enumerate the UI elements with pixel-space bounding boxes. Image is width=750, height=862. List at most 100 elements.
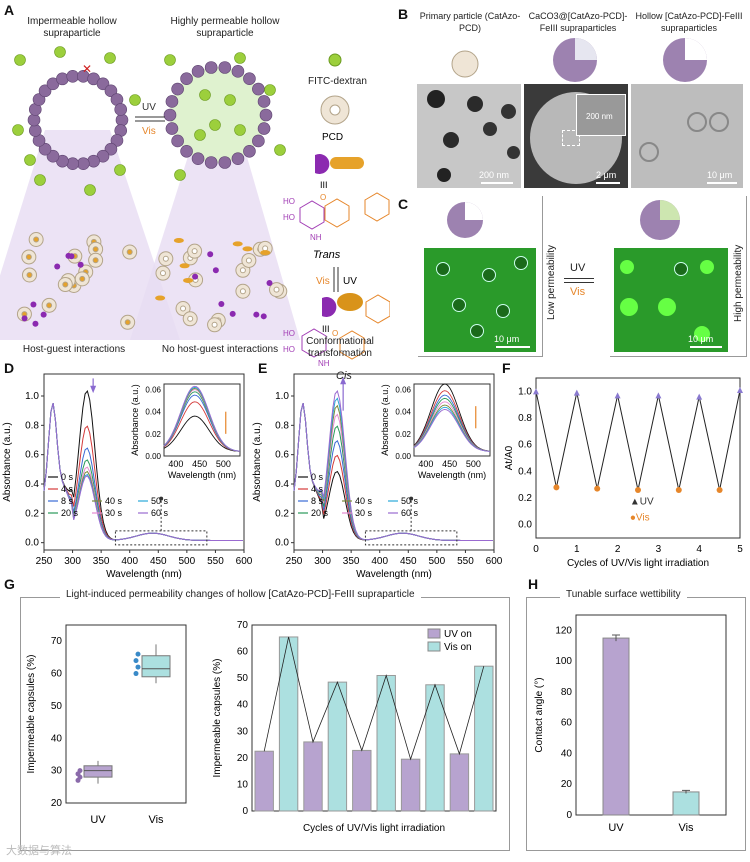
purple-bead	[218, 156, 232, 169]
azo-unit	[155, 295, 166, 301]
azo-unit	[173, 238, 184, 244]
fitc-label: FITC-dextran	[308, 76, 367, 87]
inset-x-tick: 450	[192, 459, 207, 469]
inset-y-label: Absorbance (a.u.)	[380, 384, 390, 456]
inset-x-tick: 400	[418, 459, 433, 469]
plot-frame	[535, 377, 741, 539]
inset-spectrum-line	[163, 385, 241, 452]
uv-point	[573, 389, 580, 396]
uv-point	[655, 392, 662, 399]
x-tick-label: UV	[608, 822, 624, 834]
plot-frame	[293, 373, 495, 551]
y-tick-label: 1.0	[25, 391, 39, 402]
fitc-dextran-bead	[14, 54, 26, 66]
uv-vis-spectra-e: 250 300 350 400 450 500 550 600 0.0 0.2 0.4 0.6 0.8 1…	[252, 373, 503, 580]
svg-text:HO: HO	[283, 329, 295, 338]
purple-bead	[259, 108, 273, 122]
purple-bead	[243, 144, 256, 158]
y-tick-label: 120	[555, 625, 572, 636]
y-tick-label: 60	[561, 718, 573, 729]
fitc-dextran-bead	[199, 89, 211, 101]
catechol-unit	[30, 301, 37, 308]
purple-bead	[180, 72, 193, 86]
bar	[303, 741, 323, 812]
scale-label-b2b: 200 nm	[586, 112, 613, 121]
fitc-dextran-bead	[209, 119, 221, 131]
primary-particle-icon	[451, 50, 479, 78]
x-tick-label: 250	[286, 556, 303, 567]
y-tick-label: 20	[561, 779, 573, 790]
y-tick-label: 50	[51, 701, 63, 712]
x-axis-label: Wavelength (nm)	[356, 569, 432, 580]
uv-point	[696, 393, 703, 400]
zoom-box	[114, 530, 208, 546]
panel-label-b: B	[398, 6, 409, 22]
inset-y-tick: 0.00	[395, 452, 411, 461]
panel-b-icons	[451, 38, 707, 82]
x-tick-label: 500	[179, 556, 196, 567]
purple-bead	[165, 95, 179, 108]
inset-y-tick: 0.06	[145, 386, 161, 395]
bar-chart-g: 0 10 20 30 40 50 60 70 Impermeable capsules (%) C…	[212, 620, 497, 834]
fitc-dextran-bead	[274, 144, 286, 156]
data-point	[135, 664, 141, 670]
x-tick-label: Vis	[678, 822, 694, 834]
data-point	[133, 658, 139, 664]
y-tick-label: 0.8	[275, 420, 289, 431]
purple-bead	[243, 72, 256, 86]
legend-label: 50 s	[401, 496, 419, 506]
azo-trans-icon	[330, 157, 364, 169]
legend-label: 0 s	[61, 472, 74, 482]
y-axis-label: Absorbance (a.u.)	[2, 422, 13, 502]
fitc-dextran-bead	[224, 94, 236, 106]
x-tick-label: 5	[737, 544, 743, 555]
purple-bead	[66, 70, 79, 83]
y-tick-label: 50	[237, 673, 249, 684]
vis-point	[635, 487, 641, 493]
inset-y-tick: 0.00	[145, 452, 161, 461]
purple-bead	[77, 157, 90, 170]
y-tick-label: 0	[242, 806, 248, 817]
fitc-dextran-bead	[174, 169, 186, 181]
caco3-title: CaCO3@[CatAzo-PCD]-FeIII supraparticles	[528, 11, 628, 33]
y-tick-label: 0	[566, 810, 572, 821]
vis-point	[675, 487, 682, 493]
y-axis-label: Impermeable capsules (%)	[212, 659, 223, 778]
legend-label: 30 s	[355, 508, 373, 518]
host-guest-scatter	[16, 232, 138, 330]
purple-bead	[204, 156, 218, 169]
azo-unit	[179, 263, 190, 269]
catechol-icon	[315, 154, 330, 174]
y-tick-label: 1.0	[518, 386, 532, 397]
x-tick-label: UV	[90, 814, 106, 826]
legend-label: 60 s	[151, 508, 169, 518]
purple-bead	[27, 113, 41, 127]
catechol-unit	[32, 320, 39, 327]
bar	[602, 637, 630, 816]
x-tick-label: 250	[36, 556, 53, 567]
x-tick-label: 350	[343, 556, 360, 567]
bar	[327, 681, 348, 812]
legend-label: 60 s	[401, 508, 419, 518]
panel-label-a: A	[4, 2, 15, 18]
x-tick-label: 300	[64, 556, 81, 567]
bar	[254, 750, 274, 812]
purple-bead	[171, 134, 184, 148]
cycle-line	[535, 389, 741, 491]
inset-x-tick: 450	[442, 459, 457, 469]
confocal-high-permeability: 10 μm	[614, 248, 728, 352]
cycle-absorbance-f: 0 1 2 3 4 5 0.0 0.2 0.4 0.6 0.8 1.0 Cycles of UV/Vis…	[504, 377, 743, 569]
y-tick-label: 0.8	[518, 413, 532, 424]
inset-frame	[413, 383, 491, 457]
y-axis-label: At/A0	[504, 445, 515, 470]
fitc-dextran-bead	[34, 174, 46, 186]
high-permeability-label: High permeability	[733, 244, 744, 322]
purple-bead	[231, 152, 245, 165]
y-tick-label: 100	[555, 656, 572, 667]
y-tick-label: 0.2	[518, 493, 532, 504]
primary-particle-title: Primary particle (CatAzo-PCD)	[419, 11, 521, 33]
azo-unit	[232, 241, 243, 247]
legend-label: 40 s	[105, 496, 123, 506]
fitc-dextran-bead	[234, 124, 246, 136]
inset-y-tick: 0.02	[145, 430, 161, 439]
